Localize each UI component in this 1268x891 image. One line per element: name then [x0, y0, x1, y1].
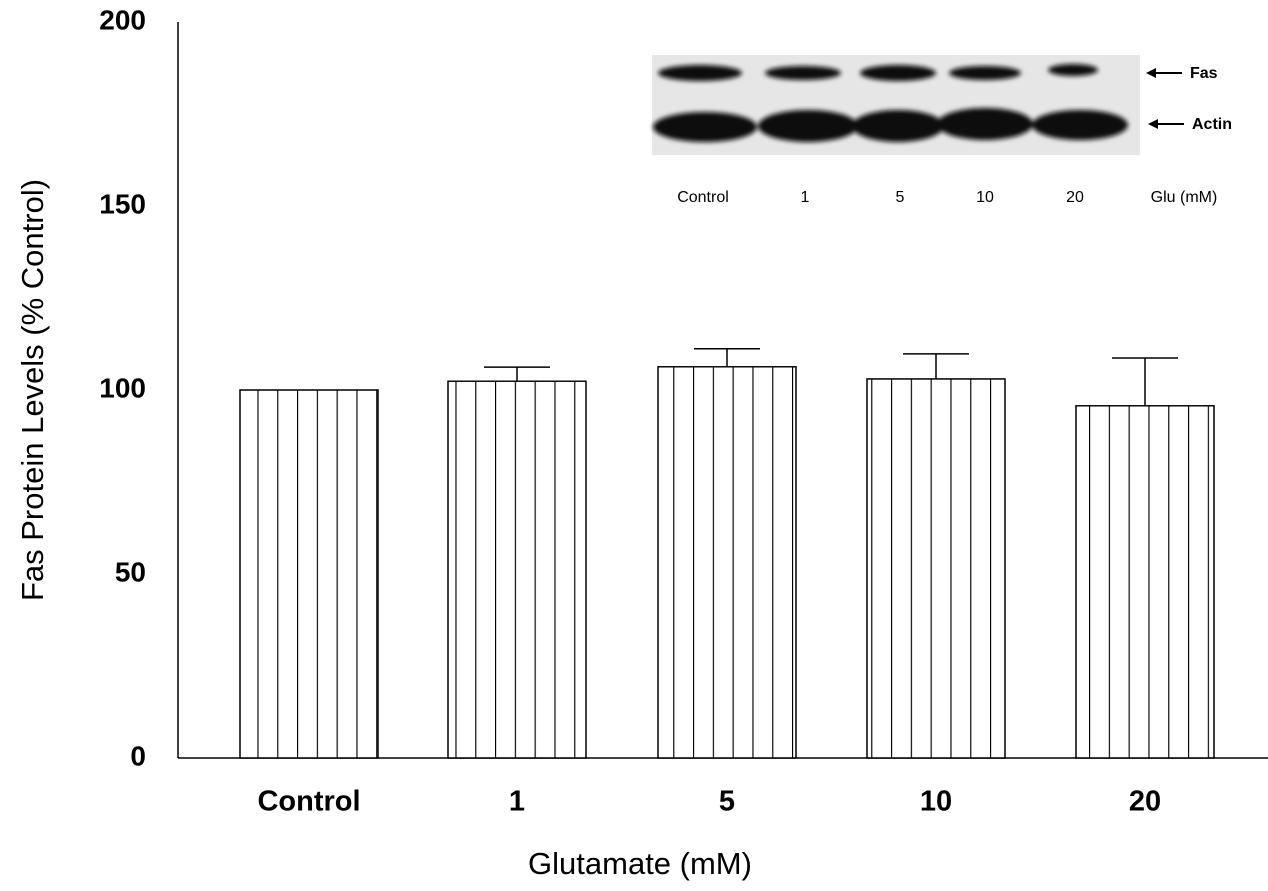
- y-tick-label: 150: [99, 188, 146, 219]
- band-label: Fas: [1190, 65, 1218, 82]
- y-tick-label: 50: [115, 556, 146, 587]
- y-tick-label: 200: [99, 4, 146, 35]
- inset-treatment-label: Glu (mM): [1151, 189, 1218, 206]
- bar-hatch: [657, 366, 797, 759]
- error-bar: [903, 353, 969, 379]
- x-tick-label: 20: [1129, 786, 1161, 818]
- lane-label: 10: [976, 189, 994, 206]
- x-tick-label: Control: [257, 786, 360, 818]
- bar-hatch: [239, 389, 379, 759]
- x-axis-title: Glutamate (mM): [528, 846, 752, 881]
- error-bar: [484, 366, 550, 382]
- y-tick-label: 0: [130, 740, 146, 771]
- y-axis-title: Fas Protein Levels (% Control): [15, 179, 50, 601]
- lane-label: 1: [801, 189, 810, 206]
- error-bar: [694, 348, 760, 367]
- x-tick-label: 5: [719, 786, 735, 818]
- lane-label: Control: [677, 189, 729, 206]
- bar-hatch: [866, 378, 1006, 759]
- band-label: Actin: [1192, 116, 1232, 133]
- lane-label: 5: [896, 189, 905, 206]
- bar-hatch: [447, 380, 587, 759]
- x-tick-label: 1: [509, 786, 525, 818]
- y-tick-label: 100: [99, 372, 146, 403]
- bar-hatch: [1075, 405, 1215, 759]
- x-tick-label: 10: [920, 786, 952, 818]
- blot-image: [652, 55, 1184, 155]
- lane-label: 20: [1066, 189, 1084, 206]
- error-bar: [1112, 357, 1178, 406]
